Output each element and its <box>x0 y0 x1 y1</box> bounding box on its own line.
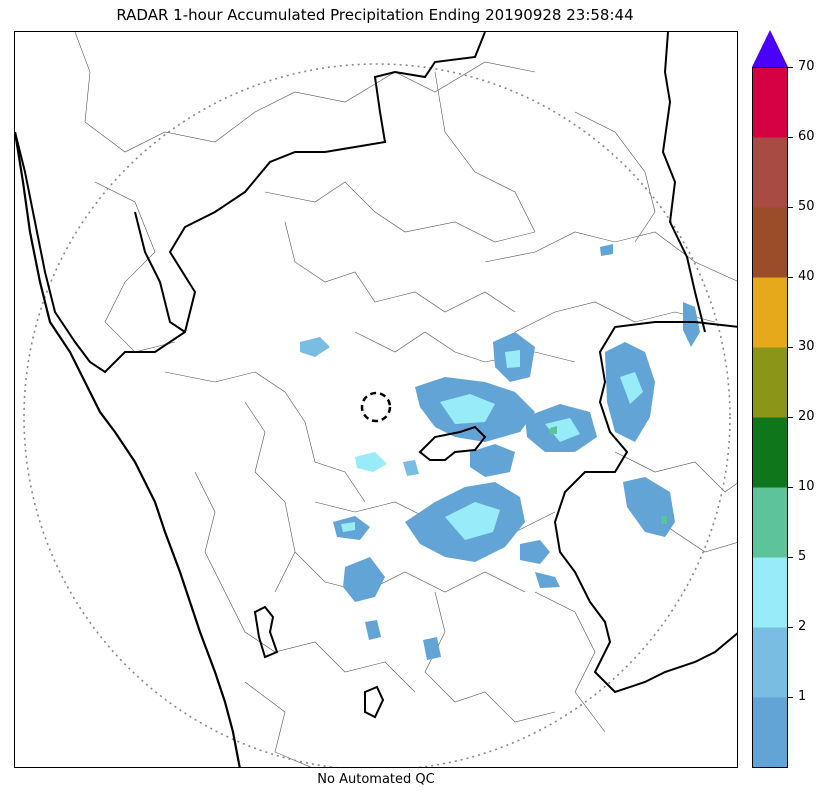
echo-cell <box>600 244 613 256</box>
state-border <box>15 32 486 374</box>
colorbar-bin <box>752 137 788 208</box>
colorbar-tick <box>788 557 793 558</box>
colorbar-tick <box>788 207 793 208</box>
district-boundary <box>164 371 366 503</box>
colorbar-bin <box>752 557 788 628</box>
coast-inlet <box>364 685 385 719</box>
district-boundary <box>354 331 576 363</box>
district-boundary <box>534 591 606 733</box>
echo-cell <box>440 394 495 424</box>
district-boundary <box>244 401 296 593</box>
range-ring <box>23 63 731 767</box>
colorbar-tick <box>788 697 793 698</box>
colorbar-tick-label: 10 <box>798 479 815 494</box>
state-border <box>661 32 706 333</box>
state-border <box>134 211 186 333</box>
colorbar-tick <box>788 487 793 488</box>
district-boundary <box>434 71 536 233</box>
colorbar-bin <box>752 417 788 488</box>
echo-cell <box>423 637 441 660</box>
colorbar <box>752 30 788 768</box>
colorbar-tick <box>788 137 793 138</box>
colorbar-tick-label: 50 <box>798 199 815 214</box>
colorbar-tick <box>788 417 793 418</box>
echo-cell <box>550 426 557 434</box>
echo-cell <box>300 337 330 357</box>
echo-cell <box>623 477 675 537</box>
echo-cell <box>470 444 515 477</box>
colorbar-tick-label: 2 <box>798 619 807 634</box>
echo-cell <box>661 516 667 524</box>
echo-cell <box>403 460 419 476</box>
echo-cell <box>343 557 385 602</box>
colorbar-extend-triangle <box>752 30 788 67</box>
colorbar-tick-label: 60 <box>798 129 815 144</box>
colorbar-bin <box>752 487 788 558</box>
district-boundary <box>514 301 716 333</box>
radar-site-marker[interactable] <box>360 391 392 423</box>
echo-cell <box>620 372 643 404</box>
coast-inlet <box>253 605 279 659</box>
colorbar-tick-label: 40 <box>798 269 815 284</box>
district-boundary <box>224 591 416 693</box>
colorbar-outline <box>752 67 788 768</box>
map-title: RADAR 1-hour Accumulated Precipitation E… <box>116 6 634 24</box>
echo-cell <box>520 540 550 564</box>
colorbar-bin <box>752 277 788 348</box>
colorbar-tick <box>788 67 793 68</box>
state-border <box>553 321 737 694</box>
district-boundary <box>284 221 516 313</box>
colorbar-tick-label: 5 <box>798 549 807 564</box>
echo-cell <box>505 350 520 368</box>
coastline <box>15 131 241 767</box>
colorbar-bin <box>752 207 788 278</box>
district-boundary <box>614 451 737 493</box>
echo-cell <box>355 452 387 472</box>
colorbar-bin <box>752 347 788 418</box>
colorbar-bin <box>752 627 788 698</box>
district-boundary <box>264 181 536 243</box>
colorbar-tick <box>788 627 793 628</box>
colorbar-bin <box>752 697 788 768</box>
state-border <box>418 425 487 461</box>
district-boundary <box>294 551 526 593</box>
district-boundary <box>574 111 656 243</box>
echo-cell <box>445 502 500 540</box>
echo-cell <box>683 302 700 347</box>
district-boundary <box>484 231 737 282</box>
map-canvas <box>15 32 737 767</box>
colorbar-tick-label: 70 <box>798 59 815 74</box>
colorbar-tick-label: 20 <box>798 409 815 424</box>
district-boundary <box>94 181 176 353</box>
colorbar-tick-label: 1 <box>798 689 807 704</box>
echo-cell <box>365 620 381 640</box>
radar-map[interactable] <box>14 31 738 768</box>
district-boundary <box>74 32 536 153</box>
colorbar-tick <box>788 277 793 278</box>
colorbar-tick <box>788 347 793 348</box>
state-borders <box>15 32 737 694</box>
precipitation-echoes <box>300 244 700 660</box>
echo-cell <box>545 418 580 442</box>
colorbar-bin <box>752 67 788 138</box>
district-boundary <box>424 591 556 723</box>
district-boundary <box>244 681 312 767</box>
echo-cell <box>535 572 560 588</box>
district-boundary <box>194 471 226 593</box>
qc-status-text: No Automated QC <box>317 772 435 787</box>
echo-cell <box>341 522 355 532</box>
colorbar-tick-label: 30 <box>798 339 815 354</box>
